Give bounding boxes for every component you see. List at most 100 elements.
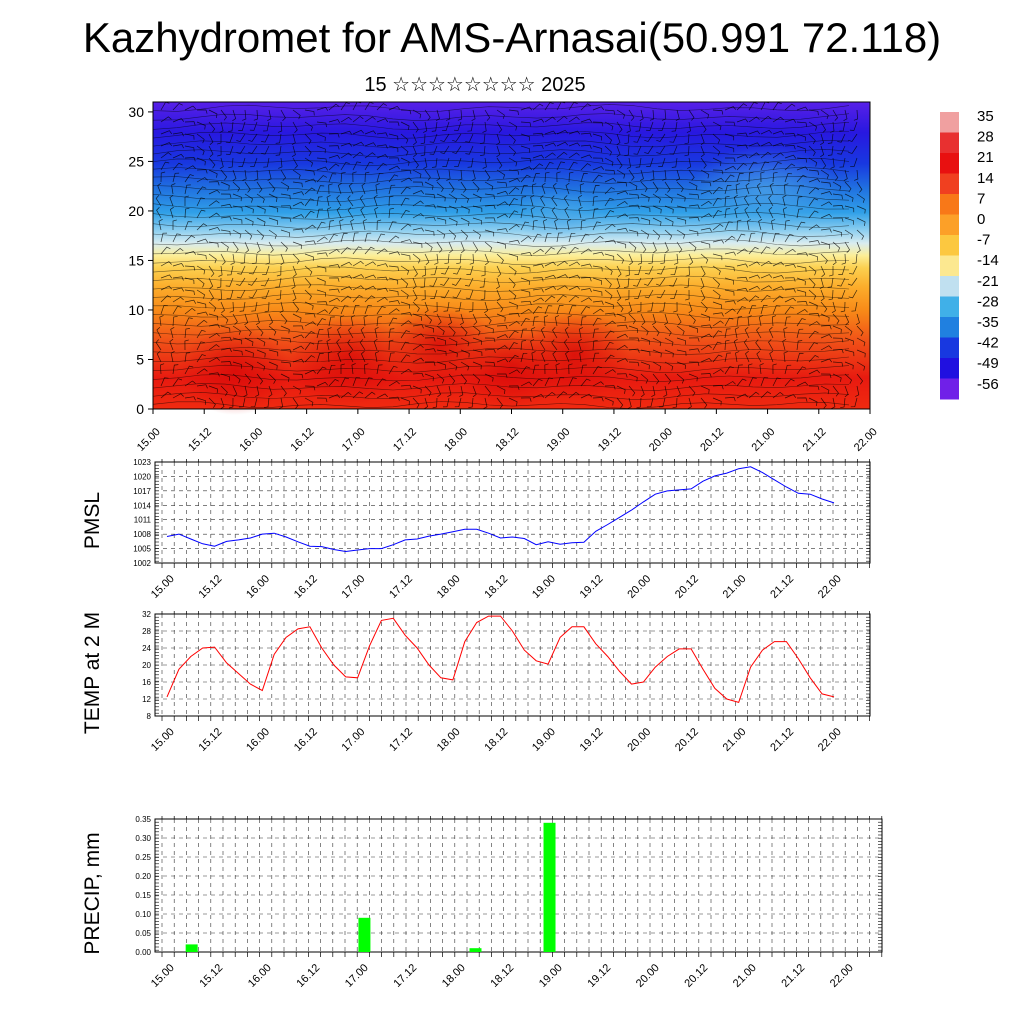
wind-barb <box>316 366 327 375</box>
wind-barb <box>592 265 603 272</box>
wind-barb <box>838 265 846 275</box>
wind-barb <box>856 325 864 337</box>
wind-barb <box>520 133 530 141</box>
wind-barb <box>468 397 474 409</box>
wind-barb <box>712 253 723 261</box>
wind-barb <box>652 217 662 226</box>
wind-barb <box>848 289 858 299</box>
x-tick-label: 21.00 <box>749 426 777 454</box>
wind-barb <box>160 305 168 315</box>
wind-barb <box>658 397 666 408</box>
wind-barb <box>700 133 705 146</box>
wind-barb <box>520 157 532 163</box>
wind-barb <box>184 265 196 271</box>
wind-barb <box>160 142 173 147</box>
wind-barb <box>172 102 183 111</box>
wind-barb <box>280 325 290 334</box>
wind-barb <box>808 385 820 391</box>
wind-barb <box>784 145 796 150</box>
wind-barb <box>652 193 661 203</box>
wind-barb <box>400 277 409 288</box>
wind-barb <box>736 118 749 123</box>
wind-barb <box>472 349 483 357</box>
wind-barb <box>796 166 809 171</box>
wind-barb <box>700 313 710 322</box>
wind-barb <box>268 313 274 326</box>
wind-barb <box>556 246 567 255</box>
wind-barb <box>328 306 339 315</box>
wind-barb <box>652 205 662 214</box>
wind-barb <box>532 378 543 387</box>
wind-barb <box>220 203 232 209</box>
wind-barb <box>328 173 337 183</box>
wind-barb <box>664 313 669 326</box>
wind-barb <box>782 207 787 219</box>
wind-barb <box>263 121 270 132</box>
wind-barb <box>628 193 640 199</box>
wind-barb <box>420 145 426 157</box>
wind-barb <box>808 277 816 289</box>
wind-barb <box>748 142 761 147</box>
wind-barb <box>389 121 400 126</box>
wind-barb <box>508 342 518 351</box>
wind-barb <box>839 157 846 168</box>
wind-barb <box>327 207 332 219</box>
wind-barb <box>208 332 220 339</box>
wind-barb <box>255 313 260 326</box>
wind-barb <box>616 289 622 302</box>
wind-barb <box>451 277 462 286</box>
wind-barb <box>712 133 721 144</box>
wind-barb <box>592 308 604 315</box>
y-tick-label: 0.35 <box>135 815 151 824</box>
wind-barb <box>208 169 218 178</box>
wind-barb <box>712 289 721 300</box>
wind-barb <box>220 181 230 190</box>
wind-barb <box>604 277 612 288</box>
wind-barb <box>208 253 217 264</box>
wind-barb <box>218 265 223 277</box>
wind-barb <box>772 130 785 135</box>
wind-barb <box>592 317 602 327</box>
wind-barb <box>724 339 730 351</box>
wind-barb <box>820 181 831 187</box>
wind-barb <box>592 208 599 219</box>
wind-barb <box>316 208 324 219</box>
wind-barb <box>724 317 734 327</box>
wind-barb <box>688 361 700 367</box>
y-tick-label: 0.20 <box>135 872 151 881</box>
x-tick-label: 21.00 <box>731 962 759 990</box>
wind-barb <box>328 316 335 327</box>
wind-barb <box>592 277 602 285</box>
y-tick-label: 10 <box>128 302 144 318</box>
wind-barb <box>460 361 470 371</box>
wind-barb <box>700 373 712 378</box>
wind-barb <box>544 116 556 123</box>
wind-barb <box>580 233 590 243</box>
wind-barb <box>436 385 442 398</box>
y-tick-label: 1011 <box>134 516 152 525</box>
wind-barb <box>228 397 234 409</box>
wind-barb <box>748 295 760 303</box>
wind-barb <box>532 316 539 327</box>
x-tick-label: 16.12 <box>292 573 320 601</box>
wind-barb <box>743 339 750 351</box>
wind-barb <box>616 397 624 409</box>
wind-barb <box>604 145 613 156</box>
wind-barb <box>251 301 258 312</box>
wind-barb <box>760 391 772 399</box>
wind-barb <box>784 364 792 375</box>
wind-barb <box>424 193 436 199</box>
wind-barb <box>304 210 315 219</box>
wind-barb <box>604 210 615 219</box>
wind-barb <box>304 342 315 351</box>
wind-barb <box>388 105 401 111</box>
wind-barb <box>424 216 436 222</box>
wind-barb <box>784 163 796 171</box>
wind-barb <box>592 145 603 153</box>
wind-barb <box>304 133 312 145</box>
wind-barb <box>326 338 331 351</box>
wind-barb <box>508 157 518 167</box>
wind-barb <box>376 248 388 255</box>
wind-barb <box>616 241 627 249</box>
